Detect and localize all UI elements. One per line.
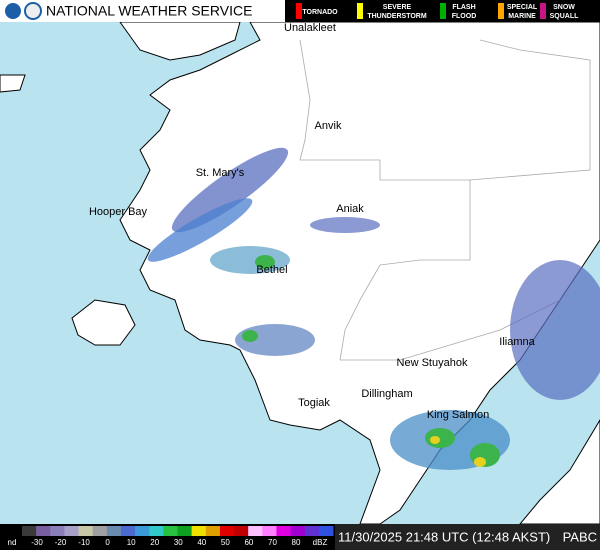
scale-color — [135, 526, 150, 536]
place-label: New Stuyahok — [397, 357, 468, 369]
scale-nodata: nd — [8, 538, 17, 547]
scale-tick-label: -10 — [78, 538, 90, 547]
place-label: Hooper Bay — [89, 206, 148, 218]
scale-color — [64, 526, 80, 536]
warning-swatch — [440, 3, 446, 19]
noaa-logo — [5, 3, 21, 19]
scale-unit: dBZ — [313, 538, 328, 547]
place-label: Dillingham — [361, 388, 412, 400]
scale-color — [290, 526, 306, 536]
scale-color — [304, 526, 320, 536]
place-label: Anvik — [315, 120, 342, 132]
scale-tick-label: 60 — [244, 538, 253, 547]
header-bar — [0, 0, 285, 22]
scale-tick-label: 20 — [150, 538, 159, 547]
island — [0, 74, 26, 93]
info-bar — [335, 524, 600, 550]
place-label: Bethel — [256, 264, 287, 276]
scale-color — [106, 526, 122, 536]
warning-label: SNOW SQUALL — [550, 4, 580, 20]
scale-color — [163, 526, 178, 536]
scale-color — [191, 526, 207, 536]
scale-tick-label: 70 — [268, 538, 277, 547]
warning-label: SPECIAL MARINE — [507, 4, 538, 20]
place-label: Iliamna — [499, 336, 535, 348]
land — [518, 419, 600, 525]
scale-color — [177, 526, 193, 536]
scale-color — [248, 526, 263, 536]
station: PABC — [563, 529, 597, 544]
scale-tick-label: 80 — [292, 538, 301, 547]
scale-tick-label: 10 — [127, 538, 136, 547]
scale-color — [234, 526, 249, 536]
warning-swatch — [357, 3, 363, 19]
scale-color — [262, 526, 277, 536]
scale-tick-label: 0 — [105, 538, 110, 547]
warning-label: SEVERE THUNDERSTORM — [367, 4, 427, 20]
scale-color — [120, 526, 136, 536]
timestamp: 11/30/2025 21:48 UTC (12:48 AKST) — [338, 529, 550, 544]
warning-label: TORNADO — [302, 9, 338, 16]
place-label: Unalakleet — [284, 22, 336, 34]
scale-tick-label: -30 — [31, 538, 43, 547]
scale-color — [50, 526, 65, 536]
scale-color — [149, 526, 164, 536]
warning-label: FLASH FLOOD — [452, 4, 477, 20]
scale-tick-label: 30 — [174, 538, 183, 547]
island — [71, 299, 136, 346]
scale-color — [78, 526, 94, 536]
scale-tick-label: -20 — [55, 538, 67, 547]
scale-color — [36, 526, 51, 536]
warning-swatch — [498, 3, 504, 19]
warning-swatch — [296, 3, 302, 19]
place-label: Aniak — [336, 203, 364, 215]
radar-echoes — [147, 147, 600, 470]
scale-tick-label: 50 — [221, 538, 230, 547]
place-label: St. Mary's — [196, 167, 245, 179]
scale-tick-label: 40 — [197, 538, 206, 547]
scale-color — [276, 526, 292, 536]
place-label: King Salmon — [427, 409, 489, 421]
nws-logo — [24, 2, 42, 20]
scale-color — [22, 526, 37, 536]
place-label: Togiak — [298, 397, 330, 409]
scale-color — [219, 526, 235, 536]
scale-color — [318, 526, 334, 536]
scale-color — [92, 526, 108, 536]
warning-swatch — [540, 3, 546, 19]
header-title: NATIONAL WEATHER SERVICE — [46, 3, 252, 19]
scale-color — [205, 526, 221, 536]
